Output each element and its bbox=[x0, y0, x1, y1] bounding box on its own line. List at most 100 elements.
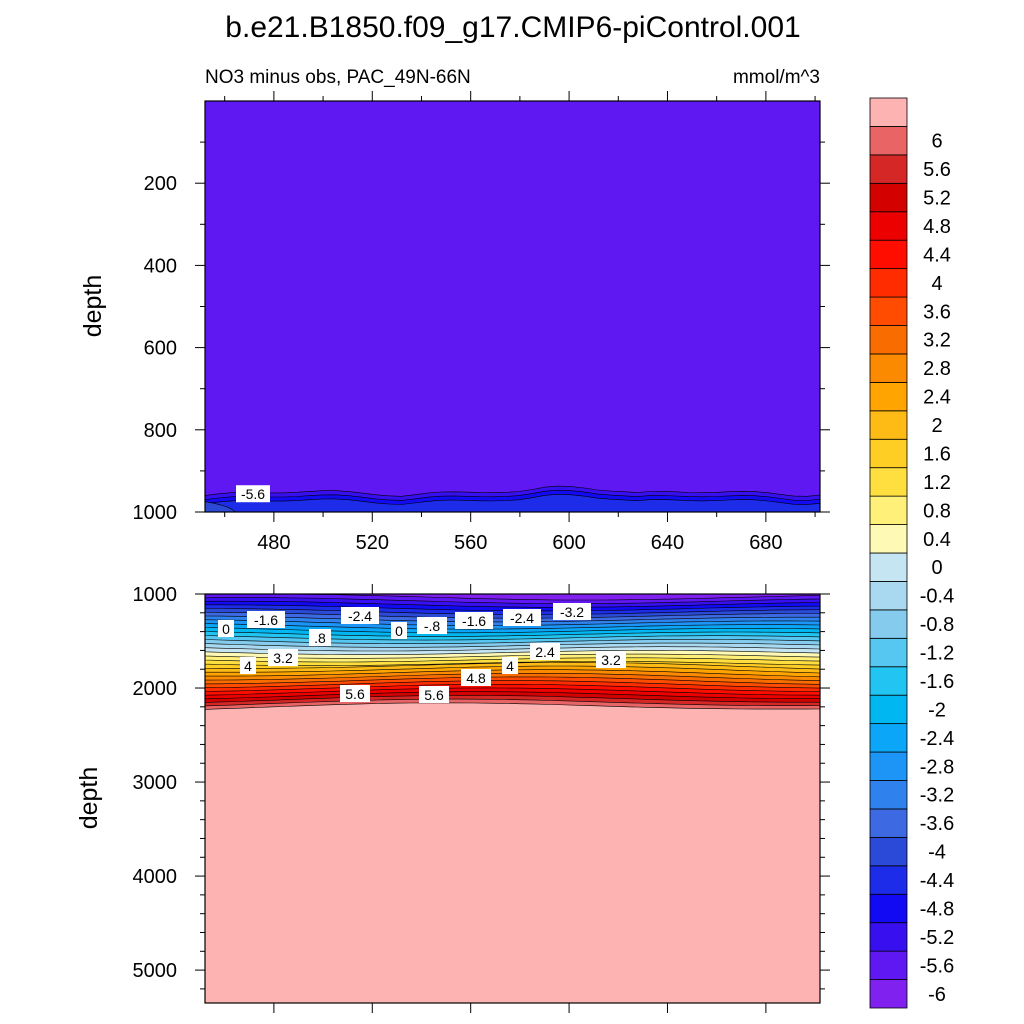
contour-label-box bbox=[455, 612, 493, 629]
top-plot-area: -5.6 bbox=[204, 101, 821, 513]
contour-label-text: 5.6 bbox=[424, 687, 444, 703]
contour-label-text: 4 bbox=[506, 658, 514, 674]
contour-label-box bbox=[419, 686, 449, 703]
contour-label-box bbox=[596, 651, 626, 668]
colorbar-label: -1.2 bbox=[920, 643, 954, 665]
contour-label-box bbox=[240, 657, 256, 674]
colorbar-label: 6 bbox=[931, 131, 942, 153]
colorbar-label: 4.8 bbox=[923, 216, 951, 238]
colorbar-label: 2.8 bbox=[923, 358, 951, 380]
colorbar-swatch bbox=[869, 126, 908, 156]
bottom-contour-label: 0 bbox=[391, 622, 407, 639]
colorbar-label: -2.4 bbox=[920, 728, 954, 750]
top-ylabel: depth bbox=[79, 275, 107, 338]
colorbar-swatch bbox=[869, 495, 908, 525]
colorbar-swatch bbox=[869, 97, 908, 127]
colorbar-swatch bbox=[869, 182, 908, 213]
bottom-contour-label: -3.2 bbox=[553, 603, 591, 620]
colorbar-swatch bbox=[869, 893, 908, 924]
bottom-y-tick-label: 4000 bbox=[133, 866, 178, 888]
bottom-y-tick-label: 1000 bbox=[133, 584, 178, 606]
bottom-contour-label: 0 bbox=[218, 620, 234, 637]
colorbar-label: -4.8 bbox=[920, 898, 954, 920]
colorbar-swatch bbox=[869, 296, 908, 326]
contour-label-box bbox=[530, 643, 560, 660]
colorbar-swatch bbox=[869, 836, 908, 867]
contour-label-text: 4.8 bbox=[466, 670, 486, 686]
colorbar-label: -3.6 bbox=[920, 813, 954, 835]
bottom-frame bbox=[204, 593, 821, 1004]
bottom-contour-label: -1.6 bbox=[455, 612, 493, 629]
colorbar-label: -1.6 bbox=[920, 671, 954, 693]
contour-label-box bbox=[461, 669, 491, 686]
contour-label-text: -3.2 bbox=[560, 604, 584, 620]
contour-label-text: -2.4 bbox=[348, 608, 372, 624]
top-x-tick-label: 600 bbox=[552, 532, 585, 554]
bottom-axes: 1000 2000 3000 4000 5000 bbox=[133, 584, 830, 1013]
contour-label-text: .8 bbox=[314, 630, 326, 646]
colorbar-label: 5.2 bbox=[923, 188, 951, 210]
bottom-contour-label: 5.6 bbox=[419, 686, 449, 703]
colorbar-label: -5.6 bbox=[920, 955, 954, 977]
colorbar-swatch bbox=[869, 581, 908, 611]
bottom-contour-label: -1.6 bbox=[247, 611, 285, 628]
colorbar-swatch bbox=[869, 154, 908, 184]
bottom-contour-label: .8 bbox=[309, 629, 331, 646]
colorbar: -6 -5.6 -5.2 -4.8 -4.4 -4 -3.6 -3.2 -2.8 -2.4 -2 -1… bbox=[869, 97, 954, 1009]
contour-label-box bbox=[268, 649, 298, 666]
bottom-panel: 0 -1.6 .8 -2.4 0 -.8 -1.6 -2.4 -3.2 4 3.2 2.4 3.2 4.8… bbox=[75, 584, 830, 1013]
colorbar-swatch bbox=[869, 865, 908, 895]
bottom-ylabel: depth bbox=[75, 767, 103, 830]
colorbar-swatch bbox=[869, 751, 908, 781]
top-y-tick-label: 800 bbox=[144, 420, 177, 442]
contour-label-text: -.8 bbox=[424, 618, 441, 634]
colorbar-swatch bbox=[869, 552, 908, 582]
colorbar-swatch bbox=[869, 666, 908, 696]
colorbar-label: 3.2 bbox=[923, 330, 951, 352]
contour-label-text: 2.4 bbox=[535, 644, 555, 660]
colorbar-swatch bbox=[869, 950, 908, 980]
contour-label-box bbox=[247, 611, 285, 628]
contour-label-box bbox=[218, 620, 234, 637]
contour-label-box bbox=[236, 485, 270, 503]
bottom-contour-label: 4.8 bbox=[461, 669, 491, 686]
contour-label-text: 0 bbox=[222, 621, 230, 637]
contour-label-text: 4 bbox=[244, 658, 252, 674]
bottom-plot-area: 0 -1.6 .8 -2.4 0 -.8 -1.6 -2.4 -3.2 4 3.2 2.4 3.2 4.8… bbox=[204, 593, 821, 1003]
top-x-tick-label: 520 bbox=[356, 532, 389, 554]
colorbar-label: 5.6 bbox=[923, 159, 951, 181]
colorbar-label: 0.4 bbox=[923, 529, 951, 551]
colorbar-swatch bbox=[869, 268, 908, 298]
colorbar-swatch bbox=[869, 353, 908, 383]
colorbar-swatch bbox=[869, 524, 908, 554]
bottom-y-tick-label: 5000 bbox=[133, 960, 178, 982]
contour-label-box bbox=[553, 603, 591, 620]
contour-label-text: 0 bbox=[395, 623, 403, 639]
bottom-contour-label: 3.2 bbox=[268, 649, 298, 666]
contour-label-box bbox=[391, 622, 407, 639]
colorbar-swatch bbox=[869, 239, 908, 270]
colorbar-swatch bbox=[869, 780, 908, 810]
colorbar-label: 4.4 bbox=[923, 244, 951, 266]
colorbar-label: 0.8 bbox=[923, 500, 951, 522]
contour-label-box bbox=[503, 609, 541, 626]
bottom-contour-label: -2.4 bbox=[341, 607, 379, 624]
contour-label-box bbox=[502, 657, 518, 674]
contour-label-text: -1.6 bbox=[462, 613, 486, 629]
colorbar-label: -5.2 bbox=[920, 927, 954, 949]
contour-label-text: 3.2 bbox=[273, 650, 293, 666]
colorbar-swatch bbox=[869, 381, 908, 412]
colorbar-label: -0.8 bbox=[920, 614, 954, 636]
colorbar-label: -4.4 bbox=[920, 870, 954, 892]
colorbar-swatch bbox=[869, 467, 908, 497]
bottom-contour-label: 5.6 bbox=[340, 685, 370, 702]
top-subtitle-left: NO3 minus obs, PAC_49N-66N bbox=[205, 67, 471, 88]
colorbar-label: 1.6 bbox=[923, 443, 951, 465]
colorbar-swatch bbox=[869, 609, 908, 639]
colorbar-label: -2 bbox=[928, 699, 946, 721]
contour-label-box bbox=[309, 629, 331, 646]
colorbar-label: -3.2 bbox=[920, 785, 954, 807]
colorbar-swatch bbox=[869, 438, 908, 469]
contour-label-text: -1.6 bbox=[254, 612, 278, 628]
